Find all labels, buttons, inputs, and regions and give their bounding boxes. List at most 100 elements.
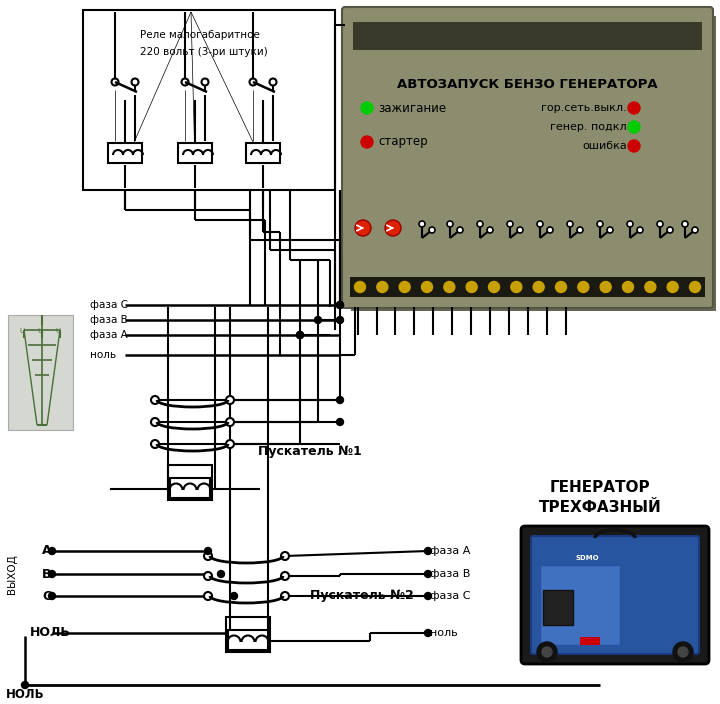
Circle shape [637,227,643,233]
Circle shape [488,282,500,292]
Bar [226,617,270,652]
Circle shape [22,681,29,689]
Bar [170,478,210,498]
Circle shape [597,221,603,227]
Text: фаза В: фаза В [90,315,127,325]
Circle shape [151,396,159,404]
Text: Пускатель №1: Пускатель №1 [258,446,361,458]
Circle shape [690,282,701,292]
Text: U: U [19,328,24,334]
Circle shape [315,317,322,324]
Circle shape [48,570,55,577]
Circle shape [217,570,225,577]
Bar [580,637,600,645]
Text: НОЛЬ: НОЛЬ [6,688,45,700]
Circle shape [678,647,688,657]
Text: B: B [42,567,52,581]
Text: SDMO: SDMO [575,555,598,561]
Text: фаза С: фаза С [90,300,128,310]
Text: гор.сеть.выкл.: гор.сеть.выкл. [541,103,627,113]
Circle shape [250,79,256,85]
Circle shape [202,79,209,85]
Circle shape [645,282,656,292]
Circle shape [425,570,431,577]
Text: U: U [55,328,60,334]
Circle shape [281,592,289,600]
Circle shape [336,317,343,324]
Circle shape [487,227,493,233]
Text: ошибка: ошибка [582,141,627,151]
Circle shape [336,396,343,403]
Circle shape [627,221,633,227]
Bar [83,10,335,190]
Circle shape [336,418,343,425]
Circle shape [336,301,343,308]
Text: ноль: ноль [430,628,458,638]
Text: ВЫХОД: ВЫХОД [7,554,17,594]
Circle shape [628,140,640,152]
Text: генер. подкл: генер. подкл [550,122,627,132]
Text: C: C [42,589,51,603]
Bar [228,630,268,650]
Circle shape [429,227,435,233]
Circle shape [466,282,477,292]
Circle shape [132,79,138,85]
Circle shape [226,418,234,426]
Text: U: U [37,328,42,334]
Circle shape [692,227,698,233]
Bar [108,143,142,163]
Circle shape [628,121,640,133]
Circle shape [399,282,410,292]
Text: НОЛЬ: НОЛЬ [30,627,71,639]
Circle shape [425,548,431,555]
Circle shape [204,592,212,600]
Circle shape [628,102,640,114]
Circle shape [204,552,212,560]
Circle shape [578,282,589,292]
Circle shape [181,79,189,85]
Text: АВТОЗАПУСК БЕНЗО ГЕНЕРАТОРА: АВТОЗАПУСК БЕНЗО ГЕНЕРАТОРА [397,79,658,92]
Bar [543,590,573,625]
Bar [178,143,212,163]
FancyBboxPatch shape [342,7,713,308]
Circle shape [534,282,544,292]
Circle shape [377,282,388,292]
Circle shape [477,221,483,227]
Circle shape [48,593,55,600]
FancyBboxPatch shape [531,536,699,654]
Circle shape [556,282,567,292]
Text: фаза С: фаза С [430,591,470,601]
Circle shape [537,642,557,662]
Text: ТРЕХФАЗНЫЙ: ТРЕХФАЗНЫЙ [539,501,662,515]
Text: ноль: ноль [90,350,116,360]
Circle shape [447,221,453,227]
Circle shape [355,220,371,236]
Circle shape [542,647,552,657]
Circle shape [204,572,212,580]
Circle shape [151,440,159,448]
Text: фаза А: фаза А [430,546,470,556]
Circle shape [547,227,553,233]
Text: Пускатель №2: Пускатель №2 [310,589,414,603]
Circle shape [517,227,523,233]
Bar [168,465,212,500]
Circle shape [673,642,693,662]
Bar [351,16,716,311]
Circle shape [510,282,522,292]
Circle shape [444,282,455,292]
Text: стартер: стартер [378,135,428,149]
Circle shape [600,282,611,292]
Circle shape [226,396,234,404]
Circle shape [537,221,543,227]
Circle shape [230,593,238,600]
Circle shape [623,282,634,292]
Bar [540,565,620,645]
Circle shape [457,227,463,233]
Circle shape [667,227,673,233]
Circle shape [421,282,433,292]
Circle shape [682,221,688,227]
Text: 220 вольт (3-ри штуки): 220 вольт (3-ри штуки) [140,47,268,57]
Circle shape [48,548,55,555]
Circle shape [507,221,513,227]
Circle shape [297,332,304,339]
